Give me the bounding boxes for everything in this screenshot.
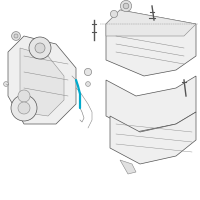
Circle shape: [86, 82, 90, 86]
Circle shape: [14, 34, 18, 38]
Polygon shape: [106, 10, 196, 36]
Circle shape: [120, 0, 132, 12]
Polygon shape: [106, 76, 196, 132]
Circle shape: [35, 43, 45, 53]
Circle shape: [29, 37, 51, 59]
Circle shape: [123, 3, 129, 9]
Polygon shape: [20, 48, 64, 116]
Circle shape: [84, 68, 92, 76]
Circle shape: [12, 32, 20, 40]
Polygon shape: [8, 36, 76, 124]
Circle shape: [11, 95, 37, 121]
Circle shape: [18, 90, 30, 102]
Polygon shape: [120, 160, 136, 174]
Circle shape: [4, 82, 8, 86]
Circle shape: [18, 102, 30, 114]
Polygon shape: [106, 10, 196, 76]
Circle shape: [110, 10, 118, 18]
Polygon shape: [110, 112, 196, 164]
